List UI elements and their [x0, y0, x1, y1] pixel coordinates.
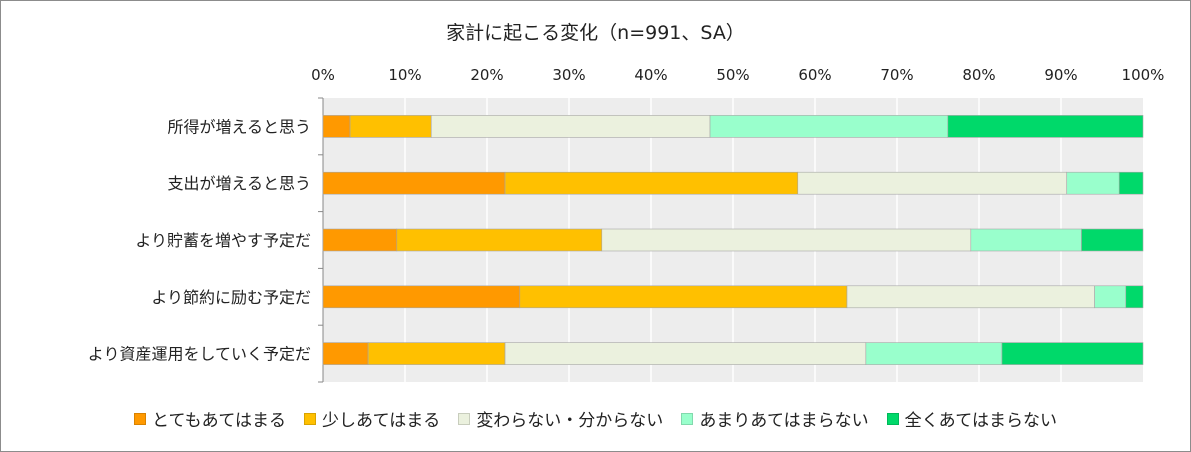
category-label: 支出が増えると思う — [167, 174, 311, 193]
category-label: より節約に励む予定だ — [151, 288, 311, 307]
chart-legend: とてもあてはまる 少しあてはまる 変わらない・分からない あまりあてはまらない 全くあて… — [0, 406, 1191, 431]
legend-label: 少しあてはまる — [321, 411, 441, 431]
bar-segment — [797, 171, 1068, 195]
bar-segment — [1118, 171, 1144, 195]
bar-segment — [947, 115, 1144, 138]
legend-label: 全くあてはまらない — [904, 411, 1057, 431]
x-tick-label: 50% — [716, 66, 749, 84]
bar-segment — [322, 342, 369, 365]
bar-segment — [519, 285, 848, 309]
legend-item: とてもあてはまる — [134, 406, 286, 431]
legend-swatch — [303, 412, 316, 425]
bar-segment — [1001, 342, 1144, 365]
bar-segment — [709, 115, 949, 138]
bar-segment — [846, 285, 1095, 309]
bar-segment — [430, 115, 711, 138]
x-tick-label: 30% — [552, 66, 585, 84]
bar-segment — [367, 342, 506, 365]
bar-segment — [322, 171, 506, 195]
bar-segment — [1094, 285, 1127, 309]
x-tick-label: 80% — [962, 66, 995, 84]
bar-segment — [601, 228, 972, 252]
x-tick-label: 0% — [311, 66, 335, 84]
legend-item: 全くあてはまらない — [886, 406, 1057, 431]
bar-segment — [322, 228, 398, 252]
legend-label: とてもあてはまる — [152, 411, 286, 431]
bar-segment — [1081, 228, 1144, 252]
bar-segment — [865, 342, 1003, 365]
legend-swatch — [458, 412, 471, 425]
x-tick-label: 70% — [880, 66, 913, 84]
bar-segment — [396, 228, 603, 252]
x-tick-label: 40% — [634, 66, 667, 84]
category-label: より資産運用をしていく予定だ — [88, 345, 311, 364]
bar-segment — [322, 115, 351, 138]
bar-segment — [504, 171, 799, 195]
bar-segment — [504, 342, 867, 365]
legend-label: 変わらない・分からない — [476, 411, 664, 431]
x-tick-label: 60% — [798, 66, 831, 84]
legend-item: 少しあてはまる — [303, 406, 441, 431]
bar-segment — [349, 115, 432, 138]
bar-segment — [1125, 285, 1144, 309]
bar-segment — [970, 228, 1082, 252]
x-tick-label: 20% — [470, 66, 503, 84]
legend-item: 変わらない・分からない — [458, 406, 663, 431]
category-label: 所得が増えると思う — [167, 117, 311, 136]
legend-swatch — [134, 412, 147, 425]
x-tick-label: 100% — [1122, 66, 1165, 84]
category-label: より貯蓄を増やす予定だ — [135, 231, 311, 250]
bar-segment — [322, 285, 521, 309]
x-tick-label: 90% — [1044, 66, 1077, 84]
bar-segment — [1066, 171, 1120, 195]
legend-swatch — [681, 412, 694, 425]
legend-label: あまりあてはまらない — [699, 411, 869, 431]
x-tick-label: 10% — [388, 66, 421, 84]
legend-swatch — [886, 412, 899, 425]
chart-title: 家計に起こる変化（n=991、SA） — [446, 22, 745, 44]
legend-item: あまりあてはまらない — [681, 406, 869, 431]
